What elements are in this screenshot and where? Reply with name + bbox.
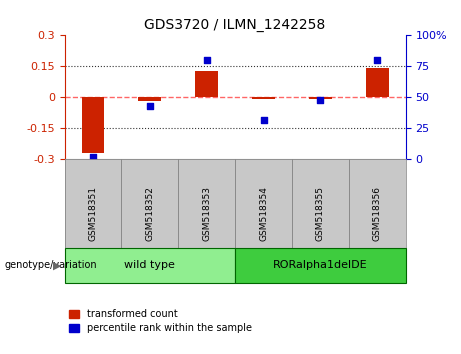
Text: wild type: wild type [124, 261, 175, 270]
Bar [178, 159, 235, 248]
Text: GSM518352: GSM518352 [145, 186, 154, 241]
Text: GSM518356: GSM518356 [373, 186, 382, 241]
Point [203, 57, 210, 63]
Text: ▶: ▶ [53, 261, 61, 270]
Point [89, 154, 97, 160]
Bar [309, 97, 332, 99]
Legend: transformed count, percentile rank within the sample: transformed count, percentile rank withi… [70, 309, 252, 333]
Bar [235, 159, 292, 248]
Point [260, 117, 267, 122]
Bar [235, 248, 406, 283]
Text: GSM518353: GSM518353 [202, 186, 211, 241]
Bar [349, 159, 406, 248]
Bar [195, 70, 218, 97]
Title: GDS3720 / ILMN_1242258: GDS3720 / ILMN_1242258 [144, 18, 326, 32]
Bar [121, 159, 178, 248]
Bar [138, 97, 161, 102]
Bar [65, 159, 121, 248]
Point [317, 97, 324, 103]
Bar [82, 97, 104, 153]
Bar [65, 248, 235, 283]
Bar [252, 97, 275, 99]
Text: RORalpha1delDE: RORalpha1delDE [273, 261, 368, 270]
Text: GSM518354: GSM518354 [259, 186, 268, 241]
Bar [292, 159, 349, 248]
Text: GSM518351: GSM518351 [89, 186, 97, 241]
Bar [366, 68, 389, 97]
Text: genotype/variation: genotype/variation [5, 261, 97, 270]
Text: GSM518355: GSM518355 [316, 186, 325, 241]
Point [373, 57, 381, 63]
Point [146, 103, 154, 109]
